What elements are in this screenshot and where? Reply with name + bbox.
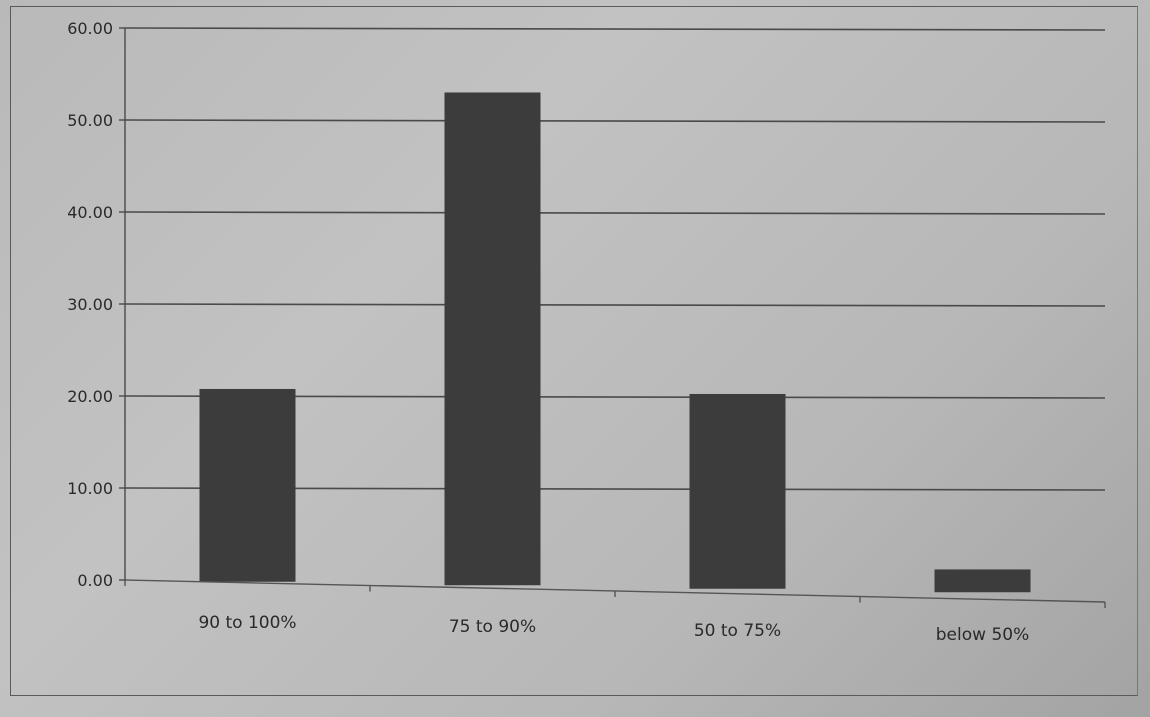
gridline bbox=[124, 27, 1106, 31]
y-tick-label: 20.00 bbox=[67, 387, 113, 406]
bar-0 bbox=[199, 388, 296, 582]
chart-frame bbox=[10, 6, 1138, 696]
x-category-label: 75 to 90% bbox=[449, 617, 536, 637]
y-tick-label: 60.00 bbox=[67, 19, 113, 38]
bar-2 bbox=[689, 393, 786, 589]
y-tick-label: 10.00 bbox=[67, 479, 113, 498]
x-axis bbox=[124, 579, 1106, 608]
bar-3 bbox=[934, 569, 1031, 593]
x-axis-category-labels: 90 to 100% 75 to 90% 50 to 75% below 50% bbox=[198, 613, 1029, 645]
x-category-label: 90 to 100% bbox=[198, 613, 296, 633]
y-tick-label: 40.00 bbox=[67, 203, 113, 222]
bars bbox=[199, 92, 1031, 593]
x-category-label: 50 to 75% bbox=[694, 621, 781, 641]
gridline bbox=[124, 303, 1106, 307]
gridline bbox=[124, 211, 1106, 215]
x-category-label: below 50% bbox=[936, 625, 1029, 645]
y-tick-label: 30.00 bbox=[67, 295, 113, 314]
y-tick-label: 0.00 bbox=[77, 571, 113, 590]
y-tick-label: 50.00 bbox=[67, 111, 113, 130]
bar-1 bbox=[444, 92, 541, 586]
gridline bbox=[124, 119, 1106, 123]
y-axis-tick-labels: 0.00 10.00 20.00 30.00 40.00 50.00 60.00 bbox=[67, 19, 113, 590]
